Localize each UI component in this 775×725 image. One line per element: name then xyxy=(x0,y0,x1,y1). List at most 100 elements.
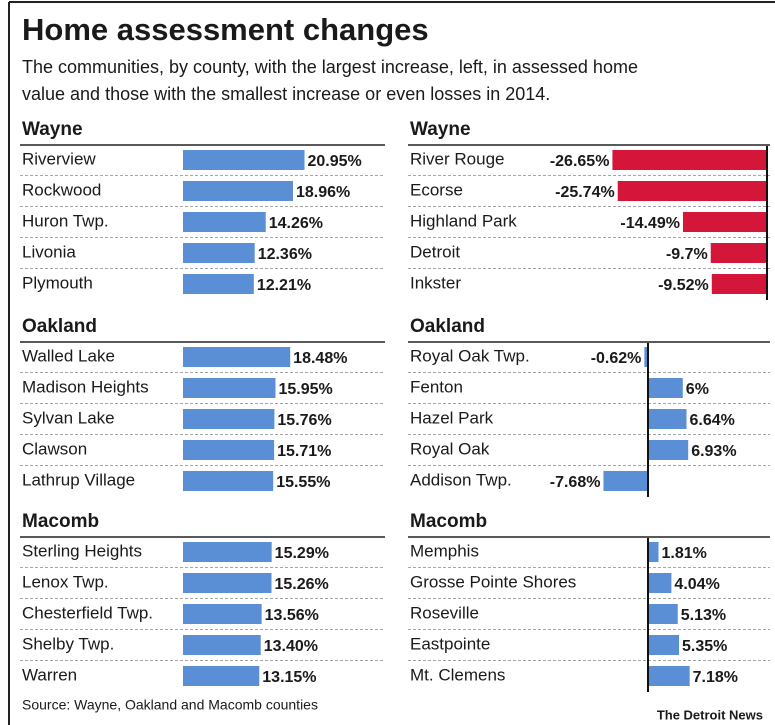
value-label: 15.29% xyxy=(275,545,329,562)
bar xyxy=(183,542,272,562)
row-label: Royal Oak xyxy=(410,439,490,458)
row-label: Riverview xyxy=(22,149,96,168)
value-label: 13.56% xyxy=(265,607,319,624)
row-label: Inkster xyxy=(410,273,461,292)
row-label: Livonia xyxy=(22,242,76,261)
value-label: -0.62% xyxy=(591,350,642,367)
chart-title: Home assessment changes xyxy=(22,12,429,47)
bar xyxy=(648,542,659,562)
value-label: 13.40% xyxy=(264,638,318,655)
row-label: Eastpointe xyxy=(410,634,490,653)
value-label: 12.21% xyxy=(257,277,311,294)
bar xyxy=(682,212,767,232)
value-label: 12.36% xyxy=(258,246,312,263)
value-label: -25.74% xyxy=(555,184,615,201)
bar xyxy=(648,573,672,593)
subtitle: The communities, by county, with the lar… xyxy=(22,57,638,77)
bar xyxy=(648,409,687,429)
bar xyxy=(183,378,276,398)
value-label: 20.95% xyxy=(308,153,362,170)
panel-title: Macomb xyxy=(410,511,487,532)
bar xyxy=(183,409,275,429)
bar xyxy=(612,150,767,170)
panel-title: Wayne xyxy=(22,119,83,140)
value-label: 15.26% xyxy=(275,576,329,593)
row-label: Hazel Park xyxy=(410,408,494,427)
bar xyxy=(183,274,254,294)
bar xyxy=(183,243,255,263)
row-label: Warren xyxy=(22,665,77,684)
row-label: Lathrup Village xyxy=(22,470,135,489)
value-label: 15.76% xyxy=(277,412,331,429)
row-label: Walled Lake xyxy=(22,346,115,365)
bar xyxy=(183,440,275,460)
bar xyxy=(603,471,648,491)
row-label: Sylvan Lake xyxy=(22,408,115,427)
value-label: 6% xyxy=(686,381,709,398)
value-label: 7.18% xyxy=(693,669,738,686)
value-label: -9.7% xyxy=(666,246,708,263)
bar xyxy=(183,635,261,655)
row-label: Sterling Heights xyxy=(22,541,142,560)
bar xyxy=(183,181,293,201)
bar xyxy=(648,635,680,655)
value-label: 13.15% xyxy=(262,669,316,686)
value-label: 15.71% xyxy=(277,443,331,460)
row-label: Royal Oak Twp. xyxy=(410,346,530,365)
bar xyxy=(183,604,262,624)
bar xyxy=(710,243,767,263)
row-label: Fenton xyxy=(410,377,463,396)
bar xyxy=(648,604,678,624)
bar xyxy=(644,347,648,367)
bar xyxy=(711,274,767,294)
row-label: Addison Twp. xyxy=(410,470,512,489)
value-label: 18.96% xyxy=(296,184,350,201)
bar xyxy=(648,440,689,460)
row-label: Madison Heights xyxy=(22,377,149,396)
panel-title: Macomb xyxy=(22,511,99,532)
bar xyxy=(183,212,266,232)
bar xyxy=(183,573,272,593)
row-label: Rockwood xyxy=(22,180,101,199)
value-label: 15.95% xyxy=(279,381,333,398)
value-label: -9.52% xyxy=(658,277,709,294)
bar xyxy=(183,666,260,686)
row-label: Huron Twp. xyxy=(22,211,109,230)
value-label: 14.26% xyxy=(269,215,323,232)
value-label: 4.04% xyxy=(674,576,719,593)
bar xyxy=(183,150,305,170)
row-label: Chesterfield Twp. xyxy=(22,603,153,622)
value-label: -14.49% xyxy=(620,215,680,232)
bar xyxy=(648,378,683,398)
row-label: Plymouth xyxy=(22,273,93,292)
value-label: 5.35% xyxy=(682,638,727,655)
panel-title: Oakland xyxy=(410,316,485,337)
row-label: Shelby Twp. xyxy=(22,634,114,653)
row-label: Memphis xyxy=(410,541,479,560)
value-label: -26.65% xyxy=(550,153,610,170)
panel-title: Wayne xyxy=(410,119,471,140)
row-label: Grosse Pointe Shores xyxy=(410,572,576,591)
value-label: 6.64% xyxy=(690,412,735,429)
panel-title: Oakland xyxy=(22,316,97,337)
credit: The Detroit News xyxy=(657,707,763,722)
row-label: River Rouge xyxy=(410,149,505,168)
value-label: 1.81% xyxy=(661,545,706,562)
bar xyxy=(617,181,767,201)
row-label: Mt. Clemens xyxy=(410,665,505,684)
value-label: 5.13% xyxy=(681,607,726,624)
row-label: Highland Park xyxy=(410,211,517,230)
bar xyxy=(183,347,291,367)
row-label: Detroit xyxy=(410,242,460,261)
value-label: -7.68% xyxy=(550,474,601,491)
bar xyxy=(183,471,274,491)
row-label: Ecorse xyxy=(410,180,463,199)
bar xyxy=(648,666,690,686)
value-label: 18.48% xyxy=(293,350,347,367)
row-label: Clawson xyxy=(22,439,87,458)
subtitle: value and those with the smallest increa… xyxy=(22,84,550,104)
value-label: 6.93% xyxy=(691,443,736,460)
source: Source: Wayne, Oakland and Macomb counti… xyxy=(22,697,318,713)
